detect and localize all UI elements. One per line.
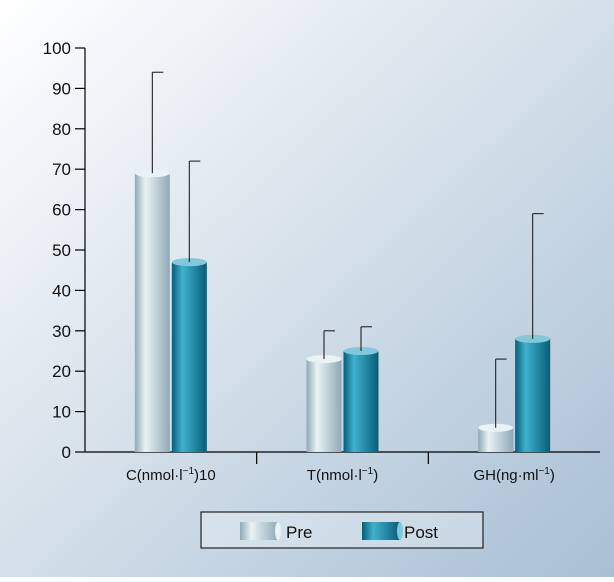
y-tick-label: 20	[52, 362, 71, 381]
y-tick-label: 80	[52, 120, 71, 139]
y-tick-label: 50	[52, 241, 71, 260]
y-tick-label: 70	[52, 160, 71, 179]
legend-item-pre: Pre	[240, 522, 312, 542]
bar-pre	[134, 169, 170, 453]
bar-post	[343, 347, 379, 452]
y-tick-label: 60	[52, 201, 71, 220]
bar-post	[515, 334, 551, 452]
error-bar-pre	[495, 358, 507, 428]
legend-swatch-cap	[397, 522, 403, 540]
bar-post	[171, 258, 207, 452]
bar-pre	[478, 423, 514, 452]
y-tick-label: 0	[62, 443, 71, 462]
y-tick-label: 40	[52, 281, 71, 300]
bar-body	[478, 427, 514, 452]
bar-body	[134, 173, 170, 453]
legend-swatch-cap	[275, 522, 281, 540]
error-bar-pre	[151, 71, 164, 174]
bar-body	[171, 262, 207, 452]
x-category-label: GH(ng·ml−1)	[473, 466, 554, 484]
y-tick-label: 10	[52, 403, 71, 422]
legend: Pre Post	[200, 511, 484, 549]
y-tick-label: 90	[52, 79, 71, 98]
error-bar-post	[532, 213, 544, 339]
x-category-label: T(nmol·l−1)	[307, 466, 378, 484]
error-bar-pre	[323, 330, 335, 360]
bar-body	[306, 359, 342, 452]
y-tick-label: 100	[43, 39, 71, 58]
y-tick-label: 30	[52, 322, 71, 341]
legend-label: Pre	[286, 523, 312, 542]
error-bar-post	[188, 160, 201, 263]
legend-label: Post	[404, 523, 438, 542]
error-bar-post	[360, 326, 372, 351]
legend-swatch	[240, 522, 278, 540]
legend-item-post: Post	[362, 522, 438, 542]
bar-body	[515, 338, 551, 452]
bar-pre	[306, 355, 342, 452]
legend-swatch	[362, 522, 400, 540]
x-category-label: C(nmol·l−1)10	[126, 466, 216, 484]
bar-body	[343, 351, 379, 452]
